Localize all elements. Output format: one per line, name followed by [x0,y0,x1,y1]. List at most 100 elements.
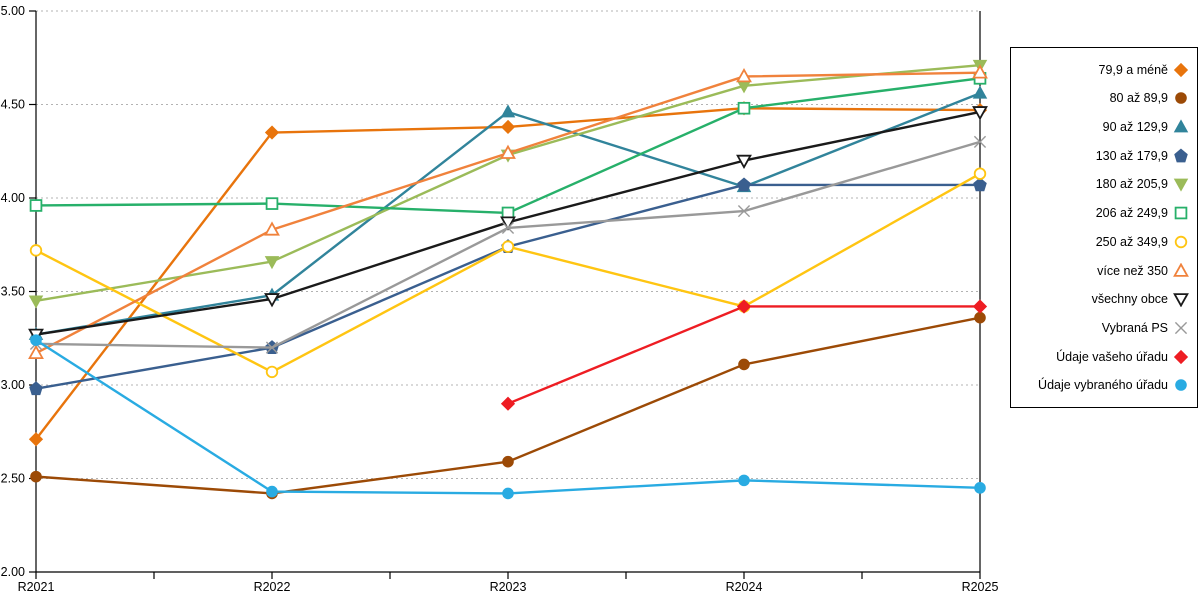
legend-label: Údaje vybraného úřadu [1038,378,1168,393]
data-point-marker [265,341,279,354]
y-axis-label: 3.00 [1,378,25,392]
data-point-marker [29,244,43,257]
legend-item: 206 až 249,9 [1015,200,1189,226]
data-point-marker [500,144,516,159]
legend-item: 250 až 349,9 [1015,229,1189,255]
x-axis-label: R2025 [962,580,999,594]
legend-item: 80 až 89,9 [1015,85,1189,111]
legend-item: Údaje vašeho úřadu [1015,344,1189,370]
data-point-marker [1174,206,1188,220]
data-point-marker [30,470,42,483]
data-point-marker [1173,349,1189,364]
legend-label: Vybraná PS [1101,320,1168,335]
data-point-marker [1173,62,1189,77]
y-axis-label: 2.00 [1,565,25,579]
legend-label: 90 až 129,9 [1102,120,1168,135]
series-v-echny-obce [28,106,988,343]
legend-item: Vybraná PS [1015,315,1189,341]
legend-label: 130 až 179,9 [1095,148,1168,163]
y-axis-label: 4.00 [1,191,25,205]
legend-label: všechny obce [1091,292,1168,307]
y-axis-label: 4.50 [1,98,25,112]
data-point-marker [500,104,516,118]
data-point-marker [736,154,752,170]
series--daje-va-eho-adu [500,299,988,411]
data-point-marker [500,396,516,411]
data-point-marker [973,135,987,148]
series--daje-vybran-ho-adu [30,334,986,500]
data-point-marker [738,474,750,487]
data-point-marker [28,344,44,360]
y-axis-label: 2.50 [1,472,25,486]
legend-label: 180 až 205,9 [1095,177,1168,192]
data-point-marker [28,295,44,309]
data-point-marker [972,299,988,314]
data-point-marker [501,240,515,253]
circle-legend-marker-icon [1174,235,1188,249]
legend-item: všechny obce [1015,286,1189,312]
data-point-marker [266,485,278,498]
circle-legend-marker-icon [1175,379,1187,392]
data-point-marker [1174,148,1188,163]
data-point-marker [264,256,280,270]
x-axis-label: R2022 [254,580,291,594]
data-point-marker [500,119,516,135]
data-point-marker [265,197,279,210]
legend-item: Údaje vybraného úřadu [1015,372,1189,398]
data-point-marker [972,106,988,121]
data-point-marker [972,64,988,79]
x-legend-marker-icon [1174,321,1188,334]
x-axis-label: R2021 [18,580,55,594]
data-point-marker [973,177,987,192]
data-point-marker [1173,179,1189,193]
data-point-marker [738,358,750,371]
data-point-marker [264,125,280,140]
data-point-marker [264,221,280,236]
legend-label: 79,9 a méně [1098,62,1169,77]
series-vybran-ps [29,135,987,354]
data-point-marker [1174,235,1188,249]
data-point-marker [736,67,752,83]
data-point-marker [737,204,751,218]
y-axis-label: 3.50 [1,285,25,299]
legend-label: 80 až 89,9 [1109,91,1168,106]
data-point-marker [265,365,279,379]
legend-item: 180 až 205,9 [1015,171,1189,197]
triangle-up-legend-marker-icon [1173,262,1189,277]
legend-item: 79,9 a méně [1015,57,1189,83]
series-250-a-349-9 [29,167,987,379]
legend: 79,9 a méně 80 až 89,9 90 až 129,9 130 až 1… [1010,47,1198,408]
legend-label: 250 až 349,9 [1095,234,1168,249]
data-point-marker [972,85,988,99]
data-point-marker [1174,321,1188,334]
data-point-marker [500,216,516,231]
data-point-marker [502,455,514,468]
legend-label: více než 350 [1097,263,1168,278]
data-point-marker [1173,119,1189,133]
legend-label: 206 až 249,9 [1095,206,1168,221]
circle-legend-marker-icon [1175,92,1187,105]
legend-item: 90 až 129,9 [1015,114,1189,140]
triangle-down-legend-marker-icon [1173,179,1189,193]
data-point-marker [501,221,515,235]
data-point-marker [737,101,751,115]
data-point-marker [29,199,43,212]
legend-item: více než 350 [1015,258,1189,284]
triangle-up-legend-marker-icon [1173,119,1189,133]
data-point-marker [1173,262,1189,277]
series-v-ce-ne-350 [28,64,988,360]
data-point-marker [502,487,514,500]
data-point-marker [28,432,44,447]
data-point-marker [1175,92,1187,105]
pentagon-legend-marker-icon [1174,148,1188,163]
y-axis-label: 5.00 [1,4,25,18]
data-point-marker [973,167,987,180]
square-legend-marker-icon [1174,206,1188,220]
data-point-marker [264,293,280,308]
diamond-legend-marker-icon [1173,62,1189,77]
data-point-marker [1175,379,1187,392]
data-point-marker [1173,293,1189,308]
data-point-marker [29,381,43,396]
